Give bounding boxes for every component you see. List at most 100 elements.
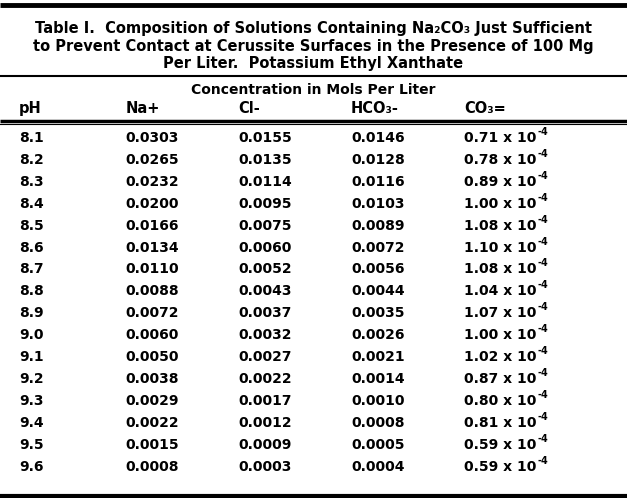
Text: 0.0200: 0.0200	[125, 197, 179, 211]
Text: -4: -4	[537, 302, 548, 312]
Text: -4: -4	[537, 280, 548, 290]
Text: 1.07 x 10: 1.07 x 10	[464, 306, 536, 320]
Text: CO₃=: CO₃=	[464, 101, 506, 116]
Text: 0.0026: 0.0026	[351, 328, 404, 342]
Text: 0.0012: 0.0012	[238, 416, 292, 430]
Text: 8.7: 8.7	[19, 262, 43, 276]
Text: Concentration in Mols Per Liter: Concentration in Mols Per Liter	[191, 83, 436, 97]
Text: 0.0008: 0.0008	[125, 460, 179, 474]
Text: 8.6: 8.6	[19, 241, 43, 254]
Text: 0.0043: 0.0043	[238, 284, 292, 298]
Text: -4: -4	[537, 215, 548, 225]
Text: -4: -4	[537, 193, 548, 203]
Text: -4: -4	[537, 171, 548, 181]
Text: 0.0022: 0.0022	[238, 372, 292, 386]
Text: 0.0075: 0.0075	[238, 219, 292, 233]
Text: 8.9: 8.9	[19, 306, 43, 320]
Text: 0.0056: 0.0056	[351, 262, 404, 276]
Text: 0.0052: 0.0052	[238, 262, 292, 276]
Text: 9.2: 9.2	[19, 372, 43, 386]
Text: -4: -4	[537, 390, 548, 400]
Text: -4: -4	[537, 434, 548, 444]
Text: 0.0044: 0.0044	[351, 284, 405, 298]
Text: 8.4: 8.4	[19, 197, 43, 211]
Text: 0.0014: 0.0014	[351, 372, 405, 386]
Text: 0.0029: 0.0029	[125, 394, 179, 408]
Text: 0.0089: 0.0089	[351, 219, 404, 233]
Text: -4: -4	[537, 149, 548, 159]
Text: 9.5: 9.5	[19, 438, 43, 452]
Text: 0.0027: 0.0027	[238, 350, 292, 364]
Text: 0.0072: 0.0072	[351, 241, 404, 254]
Text: 0.0072: 0.0072	[125, 306, 179, 320]
Text: 0.0022: 0.0022	[125, 416, 179, 430]
Text: 9.4: 9.4	[19, 416, 43, 430]
Text: 1.08 x 10: 1.08 x 10	[464, 262, 537, 276]
Text: Per Liter.  Potassium Ethyl Xanthate: Per Liter. Potassium Ethyl Xanthate	[164, 56, 463, 71]
Text: 0.0146: 0.0146	[351, 131, 405, 145]
Text: 1.04 x 10: 1.04 x 10	[464, 284, 537, 298]
Text: 0.0015: 0.0015	[125, 438, 179, 452]
Text: 0.81 x 10: 0.81 x 10	[464, 416, 537, 430]
Text: pH: pH	[19, 101, 41, 116]
Text: -4: -4	[537, 127, 548, 137]
Text: 0.0021: 0.0021	[351, 350, 405, 364]
Text: -4: -4	[537, 237, 548, 247]
Text: 0.0110: 0.0110	[125, 262, 179, 276]
Text: -4: -4	[537, 368, 548, 378]
Text: 9.6: 9.6	[19, 460, 43, 474]
Text: 0.80 x 10: 0.80 x 10	[464, 394, 536, 408]
Text: 0.78 x 10: 0.78 x 10	[464, 153, 536, 167]
Text: 8.2: 8.2	[19, 153, 43, 167]
Text: 0.0005: 0.0005	[351, 438, 404, 452]
Text: 0.0060: 0.0060	[125, 328, 179, 342]
Text: 0.87 x 10: 0.87 x 10	[464, 372, 536, 386]
Text: -4: -4	[537, 324, 548, 334]
Text: 0.0017: 0.0017	[238, 394, 292, 408]
Text: 0.0035: 0.0035	[351, 306, 404, 320]
Text: 0.89 x 10: 0.89 x 10	[464, 175, 536, 189]
Text: 9.1: 9.1	[19, 350, 43, 364]
Text: 0.0114: 0.0114	[238, 175, 292, 189]
Text: Na+: Na+	[125, 101, 160, 116]
Text: 0.0103: 0.0103	[351, 197, 404, 211]
Text: 1.10 x 10: 1.10 x 10	[464, 241, 537, 254]
Text: 0.0265: 0.0265	[125, 153, 179, 167]
Text: 1.02 x 10: 1.02 x 10	[464, 350, 537, 364]
Text: 0.0010: 0.0010	[351, 394, 404, 408]
Text: 0.0128: 0.0128	[351, 153, 405, 167]
Text: 0.0060: 0.0060	[238, 241, 292, 254]
Text: 1.08 x 10: 1.08 x 10	[464, 219, 537, 233]
Text: -4: -4	[537, 258, 548, 268]
Text: 0.71 x 10: 0.71 x 10	[464, 131, 536, 145]
Text: 0.0088: 0.0088	[125, 284, 179, 298]
Text: 1.00 x 10: 1.00 x 10	[464, 328, 536, 342]
Text: Table I.  Composition of Solutions Containing Na₂CO₃ Just Sufficient: Table I. Composition of Solutions Contai…	[35, 21, 592, 36]
Text: 8.1: 8.1	[19, 131, 43, 145]
Text: Cl-: Cl-	[238, 101, 260, 116]
Text: 0.0095: 0.0095	[238, 197, 292, 211]
Text: 8.5: 8.5	[19, 219, 43, 233]
Text: 0.0004: 0.0004	[351, 460, 404, 474]
Text: 0.0008: 0.0008	[351, 416, 404, 430]
Text: 0.0009: 0.0009	[238, 438, 292, 452]
Text: -4: -4	[537, 346, 548, 356]
Text: 0.59 x 10: 0.59 x 10	[464, 438, 536, 452]
Text: 0.0003: 0.0003	[238, 460, 292, 474]
Text: 0.0032: 0.0032	[238, 328, 292, 342]
Text: 0.0050: 0.0050	[125, 350, 179, 364]
Text: 9.0: 9.0	[19, 328, 43, 342]
Text: 0.0232: 0.0232	[125, 175, 179, 189]
Text: 0.0135: 0.0135	[238, 153, 292, 167]
Text: 9.3: 9.3	[19, 394, 43, 408]
Text: HCO₃-: HCO₃-	[351, 101, 399, 116]
Text: 0.0166: 0.0166	[125, 219, 179, 233]
Text: -4: -4	[537, 412, 548, 422]
Text: 0.0037: 0.0037	[238, 306, 292, 320]
Text: to Prevent Contact at Cerussite Surfaces in the Presence of 100 Mg: to Prevent Contact at Cerussite Surfaces…	[33, 39, 594, 54]
Text: -4: -4	[537, 456, 548, 466]
Text: 0.0134: 0.0134	[125, 241, 179, 254]
Text: 0.0038: 0.0038	[125, 372, 179, 386]
Text: 0.0116: 0.0116	[351, 175, 405, 189]
Text: 8.3: 8.3	[19, 175, 43, 189]
